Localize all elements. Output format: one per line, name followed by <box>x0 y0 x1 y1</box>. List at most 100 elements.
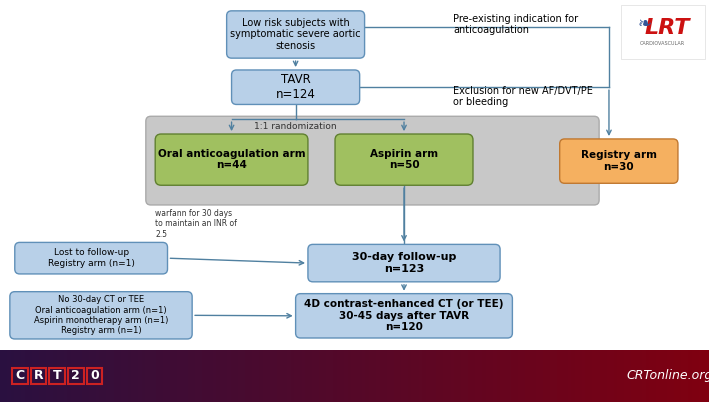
Bar <box>525 350 529 402</box>
Bar <box>252 350 256 402</box>
Text: CRTonline.org: CRTonline.org <box>627 369 714 382</box>
Bar <box>177 350 182 402</box>
FancyBboxPatch shape <box>335 134 473 185</box>
Bar <box>12 368 27 384</box>
Bar <box>376 350 381 402</box>
Bar <box>220 350 225 402</box>
Bar <box>355 350 359 402</box>
Text: 4D contrast-enhanced CT (or TEE)
30-45 days after TAVR
n=120: 4D contrast-enhanced CT (or TEE) 30-45 d… <box>305 299 504 333</box>
Bar <box>135 350 140 402</box>
Bar <box>156 350 161 402</box>
Bar <box>142 350 146 402</box>
Bar <box>326 350 331 402</box>
Text: Low risk subjects with
symptomatic severe aortic
stenosis: Low risk subjects with symptomatic sever… <box>230 18 361 51</box>
Bar <box>315 350 320 402</box>
Bar <box>11 350 15 402</box>
FancyBboxPatch shape <box>308 244 500 282</box>
Bar <box>426 350 431 402</box>
Bar <box>263 350 267 402</box>
Bar <box>464 350 469 402</box>
Bar <box>266 350 271 402</box>
Bar <box>103 350 107 402</box>
Bar <box>99 350 104 402</box>
Bar <box>685 350 689 402</box>
Bar <box>114 350 118 402</box>
Bar <box>628 350 632 402</box>
FancyBboxPatch shape <box>232 70 360 104</box>
Bar <box>202 350 207 402</box>
FancyBboxPatch shape <box>559 139 678 183</box>
Bar <box>610 350 615 402</box>
Bar <box>14 350 19 402</box>
Bar <box>138 350 143 402</box>
Bar <box>0 3 709 350</box>
Bar <box>554 350 558 402</box>
Bar <box>490 350 494 402</box>
Bar <box>504 350 508 402</box>
Bar <box>600 350 604 402</box>
Bar <box>482 350 487 402</box>
Bar <box>451 350 455 402</box>
Bar <box>362 350 366 402</box>
Bar <box>621 5 705 59</box>
Bar <box>4 350 8 402</box>
Bar <box>227 350 232 402</box>
Bar <box>107 350 111 402</box>
Bar <box>397 350 402 402</box>
Bar <box>653 350 657 402</box>
Bar <box>188 350 192 402</box>
Text: Aspirin arm
n=50: Aspirin arm n=50 <box>370 149 438 171</box>
Bar <box>160 350 164 402</box>
Bar <box>149 350 153 402</box>
Bar <box>564 350 569 402</box>
Bar <box>500 350 505 402</box>
Bar <box>170 350 175 402</box>
Text: Oral anticoagulation arm
n=44: Oral anticoagulation arm n=44 <box>158 149 305 171</box>
Bar <box>639 350 643 402</box>
Bar <box>390 350 395 402</box>
Bar <box>174 350 179 402</box>
Bar <box>89 350 93 402</box>
Bar <box>607 350 611 402</box>
Bar <box>121 350 125 402</box>
Bar <box>546 350 551 402</box>
FancyBboxPatch shape <box>296 294 513 338</box>
Bar <box>617 350 622 402</box>
Bar <box>49 368 65 384</box>
Bar <box>323 350 328 402</box>
Bar <box>206 350 210 402</box>
Bar <box>309 350 313 402</box>
Bar <box>508 350 512 402</box>
Bar <box>280 350 285 402</box>
Text: 2: 2 <box>71 369 80 382</box>
Bar <box>422 350 427 402</box>
Bar <box>145 350 150 402</box>
Bar <box>475 350 480 402</box>
Bar <box>341 350 345 402</box>
Bar <box>64 350 68 402</box>
Bar <box>248 350 253 402</box>
Bar <box>379 350 384 402</box>
Bar <box>624 350 629 402</box>
Bar <box>330 350 334 402</box>
Bar <box>359 350 363 402</box>
Bar <box>440 350 444 402</box>
Bar <box>567 350 572 402</box>
Text: Lost to follow-up
Registry arm (n=1): Lost to follow-up Registry arm (n=1) <box>48 249 135 268</box>
Bar <box>394 350 398 402</box>
Bar <box>479 350 483 402</box>
Bar <box>536 350 540 402</box>
Bar <box>681 350 685 402</box>
Bar <box>348 350 352 402</box>
Bar <box>468 350 473 402</box>
Bar <box>521 350 526 402</box>
Bar <box>294 350 299 402</box>
Bar <box>131 350 136 402</box>
Bar <box>699 350 703 402</box>
Bar <box>405 350 409 402</box>
Bar <box>86 368 102 384</box>
Bar <box>447 350 451 402</box>
Bar <box>181 350 186 402</box>
Bar <box>217 350 221 402</box>
Bar <box>32 350 37 402</box>
